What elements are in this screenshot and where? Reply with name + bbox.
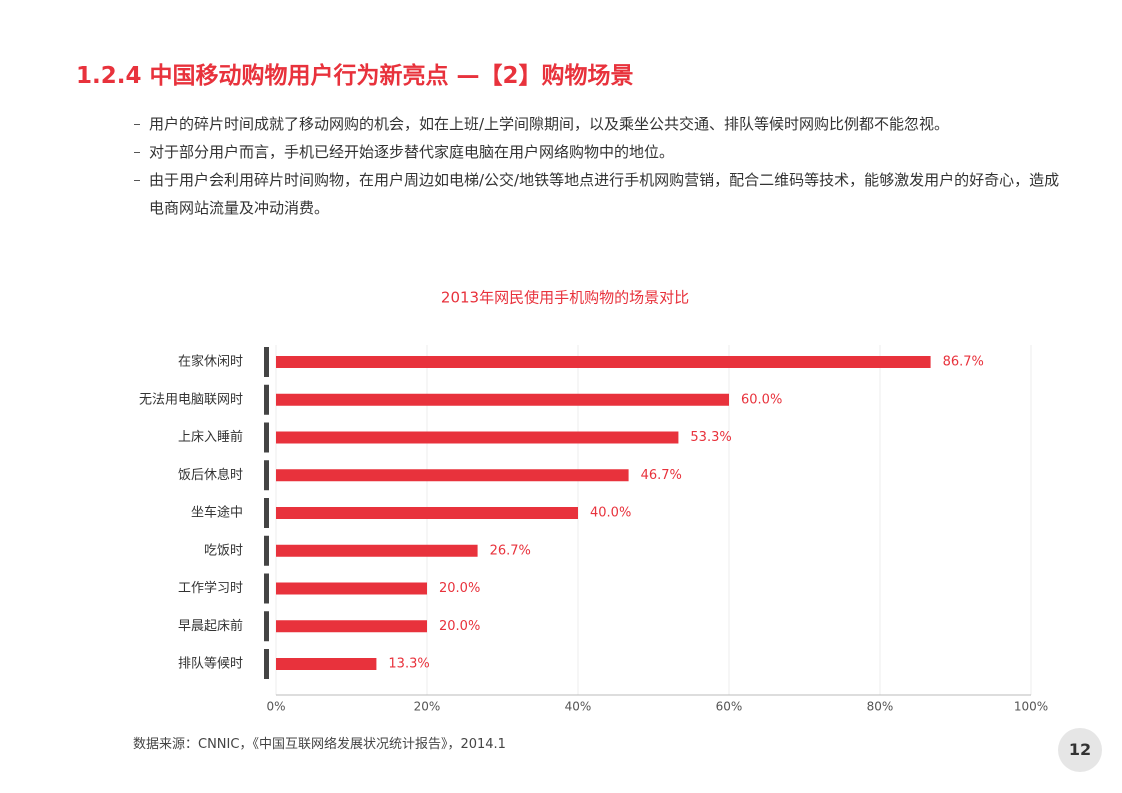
row-marker — [264, 611, 269, 642]
value-label: 86.7% — [943, 355, 984, 370]
y-tick-label: 无法用电脑联网时 — [139, 392, 243, 407]
value-label: 40.0% — [590, 506, 631, 521]
y-tick-label: 排队等候时 — [178, 656, 243, 672]
bar — [276, 393, 729, 406]
value-label: 20.0% — [439, 619, 480, 634]
y-tick-label: 饭后休息时 — [178, 467, 243, 483]
x-tick-label: 80% — [867, 700, 894, 714]
y-tick-label: 坐车途中 — [191, 505, 243, 521]
value-label: 20.0% — [439, 581, 480, 596]
x-tick-label: 0% — [266, 700, 285, 714]
bar — [276, 469, 629, 482]
row-marker — [264, 535, 269, 566]
bullet: 由于用户会利用碎片时间购物，在用户周边如电梯/公交/地铁等地点进行手机网购营销，… — [134, 166, 1069, 222]
chart-title: 2013年网民使用手机购物的场景对比 — [441, 289, 689, 307]
row-marker — [264, 347, 269, 377]
bar — [276, 507, 578, 519]
value-label: 53.3% — [690, 430, 731, 445]
row-marker — [264, 422, 269, 453]
bullet: 对于部分用户而言，手机已经开始逐步替代家庭电脑在用户网络购物中的地位。 — [134, 138, 1069, 166]
bullet: 用户的碎片时间成就了移动网购的机会，如在上班/上学间隙期间，以及乘坐公共交通、排… — [134, 110, 1069, 138]
x-tick-label: 60% — [716, 700, 743, 714]
x-tick-label: 20% — [414, 700, 441, 714]
row-marker — [264, 460, 269, 491]
value-label: 13.3% — [388, 657, 429, 672]
y-tick-label: 在家休闲时 — [178, 354, 243, 370]
bar — [276, 658, 377, 670]
row-marker — [264, 573, 269, 604]
page-title: 1.2.4 中国移动购物用户行为新亮点 —【2】购物场景 — [76, 63, 634, 89]
page-number: 12 — [1058, 728, 1102, 772]
bar — [276, 431, 679, 444]
x-tick-label: 40% — [565, 700, 592, 714]
bullet-list: 用户的碎片时间成就了移动网购的机会，如在上班/上学间隙期间，以及乘坐公共交通、排… — [134, 110, 1069, 222]
y-tick-label: 工作学习时 — [178, 580, 243, 596]
value-label: 26.7% — [490, 543, 531, 558]
value-label: 46.7% — [641, 468, 682, 483]
bar — [276, 620, 427, 633]
row-marker — [264, 649, 269, 679]
row-marker — [264, 498, 269, 528]
y-tick-label: 吃饭时 — [204, 542, 243, 558]
value-label: 60.0% — [741, 392, 782, 407]
bar — [276, 544, 478, 557]
y-tick-label: 上床入睡前 — [178, 429, 243, 445]
source: 数据来源：CNNIC，《中国互联网络发展状况统计报告》，2014.1 — [133, 737, 506, 752]
bar — [276, 582, 427, 595]
row-marker — [264, 384, 269, 415]
bar — [276, 356, 931, 368]
x-tick-label: 100% — [1014, 700, 1048, 714]
y-tick-label: 早晨起床前 — [178, 618, 243, 634]
